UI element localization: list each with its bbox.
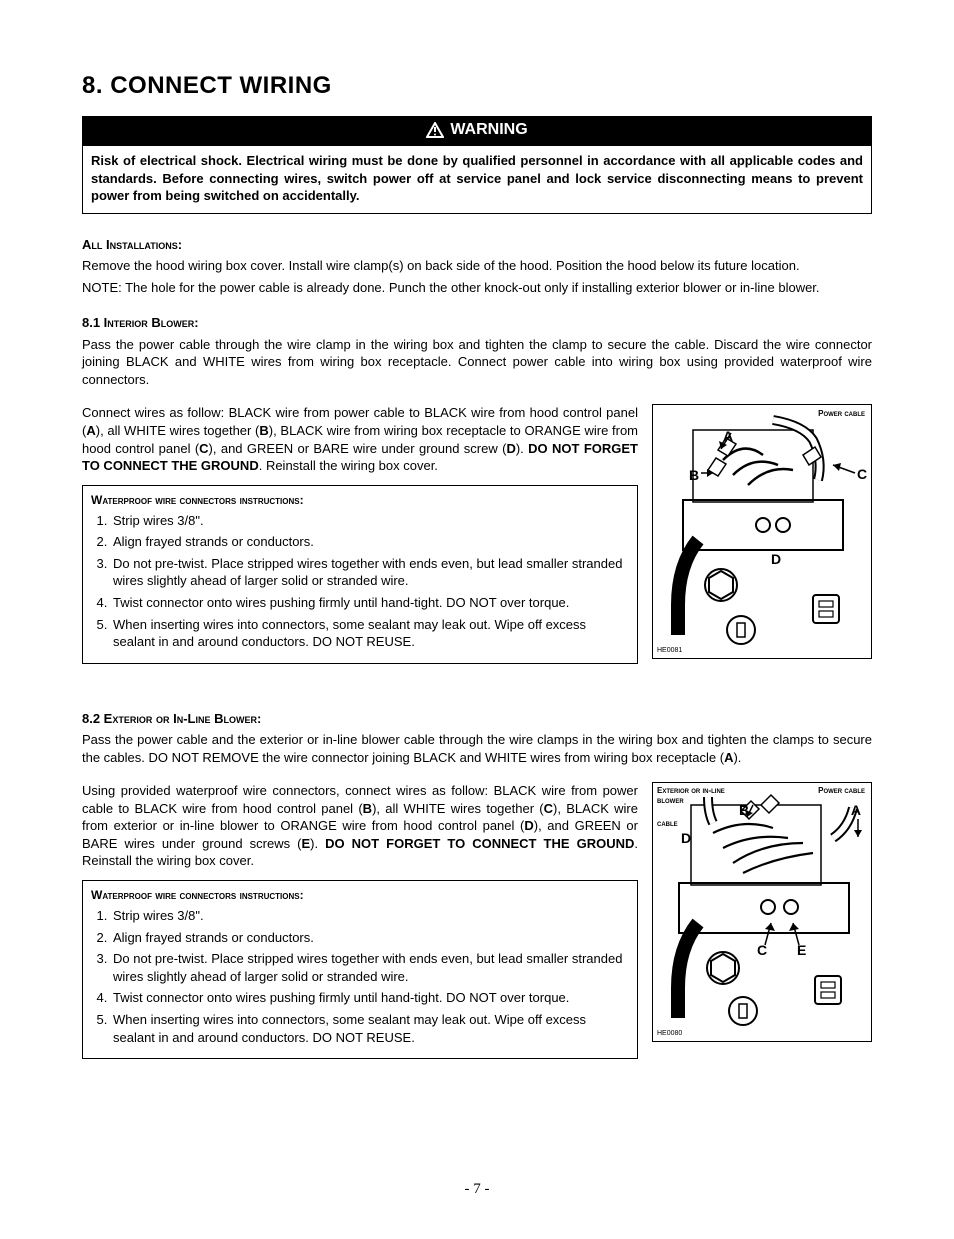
fig2-B: B [739,801,749,820]
warning-label: WARNING [450,119,527,141]
section-name: CONNECT WIRING [110,72,332,99]
instr-title-2: Waterproof wire connectors instructions: [91,887,629,903]
instr-title-1: Waterproof wire connectors instructions: [91,492,629,508]
fig1-B: B [689,466,699,485]
instr-item: Do not pre-twist. Place stripped wires t… [111,950,629,985]
ref-b: B [259,423,268,438]
fig2-id: HE0080 [657,1029,682,1038]
exterior-heading: 8.2 Exterior or In-Line Blower: [82,710,872,728]
ref-c: C [544,801,553,816]
ref-e: E [301,836,310,851]
instr-list-2: Strip wires 3/8". Align frayed strands o… [91,907,629,1046]
interior-heading: 8.1 Interior Blower: [82,314,872,332]
ground-bold: DO NOT FORGET TO CONNECT THE GROUND [325,836,634,851]
ref-b: B [363,801,372,816]
instr-item: Twist connector onto wires pushing firml… [111,989,629,1007]
page-number: - 7 - [82,1179,872,1199]
instr-list-1: Strip wires 3/8". Align frayed strands o… [91,512,629,651]
t: ), all WHITE wires together ( [372,801,544,816]
interior-two-col: Connect wires as follow: BLACK wire from… [82,404,872,663]
fig2-A: A [851,801,861,820]
instr-item: Align frayed strands or conductors. [111,533,629,551]
fig2-C: C [757,941,767,960]
interior-block: 8.1 Interior Blower: Pass the power cabl… [82,314,872,663]
section-number: 8. [82,72,103,99]
all-installations-p2: NOTE: The hole for the power cable is al… [82,279,872,297]
instr-item: Align frayed strands or conductors. [111,929,629,947]
warning-bar: WARNING [82,116,872,145]
instr-item: When inserting wires into connectors, so… [111,616,629,651]
warning-icon [426,122,444,138]
t: ). [310,836,325,851]
all-installations-heading: All Installations: [82,236,872,254]
interior-p1: Pass the power cable through the wire cl… [82,336,872,389]
instr-item: Strip wires 3/8". [111,512,629,530]
exterior-p1: Pass the power cable and the exterior or… [82,731,872,766]
fig2-D: D [681,829,691,848]
ref-c: C [199,441,208,456]
ref-d: D [506,441,515,456]
t: Pass the power cable and the exterior or… [82,732,872,765]
instr-item: Do not pre-twist. Place stripped wires t… [111,555,629,590]
fig1-id: HE0081 [657,646,682,655]
fig1-C: C [857,465,867,484]
fig1-D: D [771,550,781,569]
t: ). [516,441,528,456]
warning-text: Risk of electrical shock. Electrical wir… [91,153,863,203]
exterior-left-col: Using provided waterproof wire connector… [82,782,638,1059]
figure-interior-wiring: Power cable [652,404,872,659]
fig2-E: E [797,941,806,960]
section-title: 8. CONNECT WIRING [82,70,872,102]
exterior-two-col: Using provided waterproof wire connector… [82,782,872,1059]
warning-box: Risk of electrical shock. Electrical wir… [82,145,872,214]
instr-item: Twist connector onto wires pushing firml… [111,594,629,612]
all-installations-block: All Installations: Remove the hood wirin… [82,236,872,297]
interior-left-col: Connect wires as follow: BLACK wire from… [82,404,638,663]
t: ), all WHITE wires together ( [96,423,260,438]
ref-a: A [86,423,95,438]
instr-box-1: Waterproof wire connectors instructions:… [82,485,638,664]
t: ). [733,750,741,765]
figure-exterior-wiring: Exterior or in-line blower cable Power c… [652,782,872,1042]
instr-box-2: Waterproof wire connectors instructions:… [82,880,638,1059]
fig2-svg [653,783,873,1043]
instr-item: When inserting wires into connectors, so… [111,1011,629,1046]
all-installations-p1: Remove the hood wiring box cover. Instal… [82,257,872,275]
interior-p2: Connect wires as follow: BLACK wire from… [82,404,638,474]
fig1-svg [653,405,873,660]
fig1-A: A [723,427,733,446]
t: ), and GREEN or BARE wire under ground s… [209,441,507,456]
exterior-p2: Using provided waterproof wire connector… [82,782,638,870]
instr-item: Strip wires 3/8". [111,907,629,925]
t: . Reinstall the wiring box cover. [259,458,438,473]
exterior-block: 8.2 Exterior or In-Line Blower: Pass the… [82,710,872,1059]
ref-d: D [524,818,533,833]
